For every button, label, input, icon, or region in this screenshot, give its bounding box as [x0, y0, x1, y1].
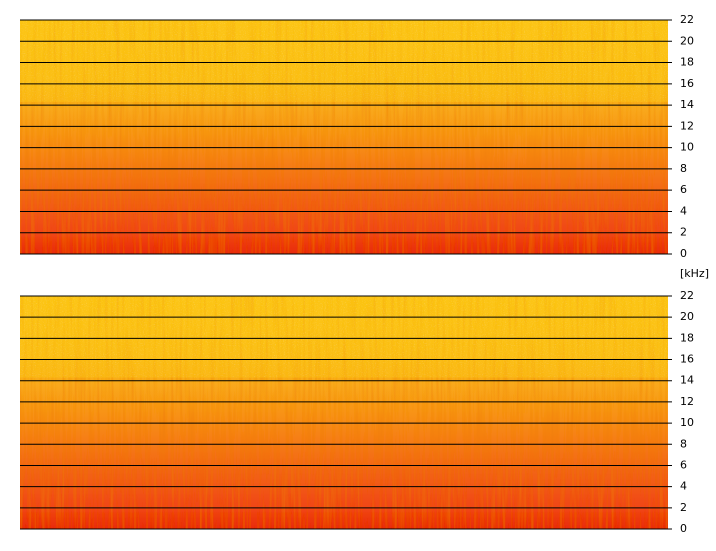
y-tick-label: 4 [680, 204, 687, 217]
y-tick-label: 18 [680, 331, 694, 344]
y-tick-label: 0 [680, 247, 687, 260]
spectrogram-speckle [20, 20, 668, 102]
y-tick-label: 12 [680, 119, 694, 132]
y-tick-label: 22 [680, 13, 694, 26]
y-tick-label: 22 [680, 289, 694, 302]
y-tick-label: 20 [680, 34, 694, 47]
y-tick-label: 4 [680, 480, 687, 493]
y-tick-label: 14 [680, 98, 694, 111]
y-tick-label: 2 [680, 226, 687, 239]
spectrogram-speckle [20, 296, 668, 378]
y-tick-label: 6 [680, 183, 687, 196]
y-tick-label: 16 [680, 353, 694, 366]
y-tick-label: 8 [680, 437, 687, 450]
y-tick-label: 6 [680, 458, 687, 471]
y-tick-label: 14 [680, 374, 694, 387]
y-tick-label: 10 [680, 141, 694, 154]
y-tick-label: 0 [680, 522, 687, 535]
unit-label: [kHz] [680, 267, 709, 280]
y-tick-label: 2 [680, 501, 687, 514]
y-tick-label: 8 [680, 162, 687, 175]
y-tick-label: 20 [680, 310, 694, 323]
y-tick-label: 16 [680, 77, 694, 90]
y-tick-label: 18 [680, 56, 694, 69]
y-tick-label: 10 [680, 416, 694, 429]
y-tick-label: 12 [680, 395, 694, 408]
